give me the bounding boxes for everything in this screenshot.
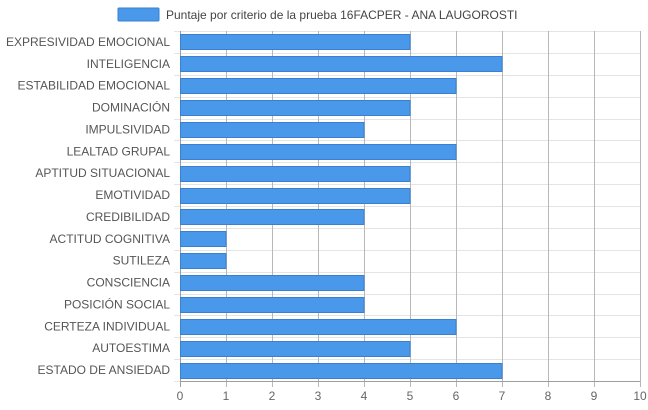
x-tick-label: 3 — [315, 389, 322, 403]
bar[interactable] — [180, 341, 411, 357]
category-label: ACTITUD COGNITIVA — [50, 232, 170, 246]
category-label: POSICIÓN SOCIAL — [64, 296, 170, 311]
category-label: ESTADO DE ANSIEDAD — [38, 363, 171, 377]
category-label: CREDIBILIDAD — [86, 210, 170, 224]
bar[interactable] — [180, 56, 503, 72]
bar[interactable] — [180, 188, 411, 204]
bar[interactable] — [180, 166, 411, 182]
x-tick-label: 5 — [407, 389, 414, 403]
category-label: CERTEZA INDIVIDUAL — [44, 319, 170, 333]
bars — [180, 34, 503, 379]
bar[interactable] — [180, 100, 411, 116]
bar[interactable] — [180, 34, 411, 50]
category-label: IMPULSIVIDAD — [85, 122, 170, 136]
x-tick-label: 1 — [223, 389, 230, 403]
x-tick-label: 8 — [545, 389, 552, 403]
category-label: ESTABILIDAD EMOCIONAL — [18, 79, 171, 93]
category-label: EXPRESIVIDAD EMOCIONAL — [6, 35, 170, 49]
bar[interactable] — [180, 275, 365, 291]
bar[interactable] — [180, 297, 365, 313]
category-label: DOMINACIÓN — [92, 100, 170, 115]
category-label: AUTOESTIMA — [92, 341, 170, 355]
x-tick-label: 2 — [269, 389, 276, 403]
bar[interactable] — [180, 253, 227, 269]
category-label: INTELIGENCIA — [87, 57, 170, 71]
x-tick-label: 6 — [453, 389, 460, 403]
category-label: SUTILEZA — [113, 254, 170, 268]
bar[interactable] — [180, 363, 503, 379]
x-tick-label: 4 — [361, 389, 368, 403]
category-label: EMOTIVIDAD — [95, 188, 170, 202]
bar[interactable] — [180, 231, 227, 247]
legend-swatch[interactable] — [117, 7, 160, 22]
legend-label[interactable]: Puntaje por criterio de la prueba 16FACP… — [166, 8, 518, 22]
category-label: APTITUD SITUACIONAL — [35, 166, 170, 180]
bar[interactable] — [180, 319, 457, 335]
legend[interactable]: Puntaje por criterio de la prueba 16FACP… — [117, 7, 518, 22]
bar[interactable] — [180, 209, 365, 225]
x-tick-label: 7 — [499, 389, 506, 403]
bar[interactable] — [180, 144, 457, 160]
category-label: CONSCIENCIA — [87, 276, 170, 290]
x-tick-label: 9 — [591, 389, 598, 403]
category-label: LEALTAD GRUPAL — [67, 144, 171, 158]
category-labels: EXPRESIVIDAD EMOCIONAL INTELIGENCIA ESTABI… — [6, 35, 170, 377]
x-tick-label: 10 — [633, 389, 647, 403]
x-tick-label: 0 — [177, 389, 184, 403]
x-axis-ticks: 0 1 2 3 4 5 6 7 8 9 10 — [177, 389, 647, 403]
bar[interactable] — [180, 122, 365, 138]
bar[interactable] — [180, 78, 457, 94]
